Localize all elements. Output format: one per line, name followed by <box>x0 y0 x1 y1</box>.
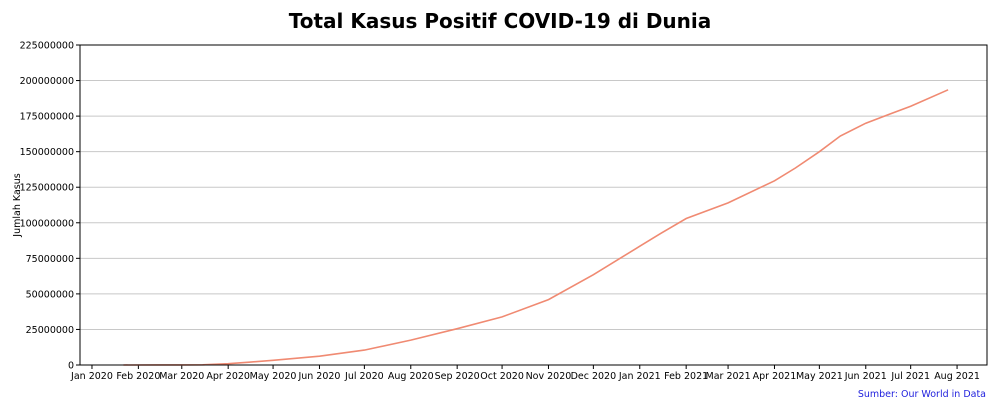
chart-title: Total Kasus Positif COVID-19 di Dunia <box>289 9 712 33</box>
x-tick-label: Jun 2020 <box>297 371 340 382</box>
x-tick-label: Apr 2021 <box>753 371 797 382</box>
y-tick-label: 75000000 <box>26 254 74 265</box>
y-axis-ticks: 0 25000000 50000000 75000000 100000000 125000… <box>20 41 80 372</box>
plot-frame <box>79 44 988 366</box>
x-tick-label: Jan 2020 <box>70 371 113 382</box>
x-tick-label: Oct 2020 <box>480 371 524 382</box>
x-tick-label: Feb 2021 <box>664 371 708 382</box>
x-tick-label: May 2021 <box>796 371 843 382</box>
x-tick-label: Jun 2021 <box>844 371 887 382</box>
y-tick-label: 200000000 <box>20 76 74 87</box>
x-tick-label: May 2020 <box>250 371 297 382</box>
x-tick-label: Apr 2020 <box>206 371 250 382</box>
y-tick-label: 0 <box>68 361 74 372</box>
x-tick-label: Aug 2021 <box>934 371 980 382</box>
x-tick-label: Jul 2020 <box>344 371 384 382</box>
y-tick-label: 50000000 <box>26 289 74 300</box>
y-tick-label: 125000000 <box>20 183 74 194</box>
y-tick-label: 175000000 <box>20 112 74 123</box>
y-axis-label: Jumlah Kasus <box>12 173 23 237</box>
y-tick-label: 225000000 <box>20 41 74 52</box>
x-tick-label: Aug 2020 <box>388 371 434 382</box>
x-tick-label: Sep 2020 <box>435 371 480 382</box>
series-line-total-cases <box>123 89 949 366</box>
source-note: Sumber: Our World in Data <box>858 389 986 400</box>
y-tick-label: 25000000 <box>26 325 74 336</box>
x-tick-label: Feb 2020 <box>116 371 160 382</box>
x-tick-label: Jan 2021 <box>618 371 661 382</box>
x-tick-label: Nov 2020 <box>526 371 572 382</box>
x-tick-label: Mar 2021 <box>706 371 751 382</box>
y-tick-label: 150000000 <box>20 147 74 158</box>
y-tick-label: 100000000 <box>20 218 74 229</box>
x-tick-label: Dec 2020 <box>571 371 617 382</box>
grid-lines <box>80 44 987 366</box>
x-tick-label: Mar 2020 <box>159 371 204 382</box>
x-tick-label: Jul 2021 <box>890 371 930 382</box>
